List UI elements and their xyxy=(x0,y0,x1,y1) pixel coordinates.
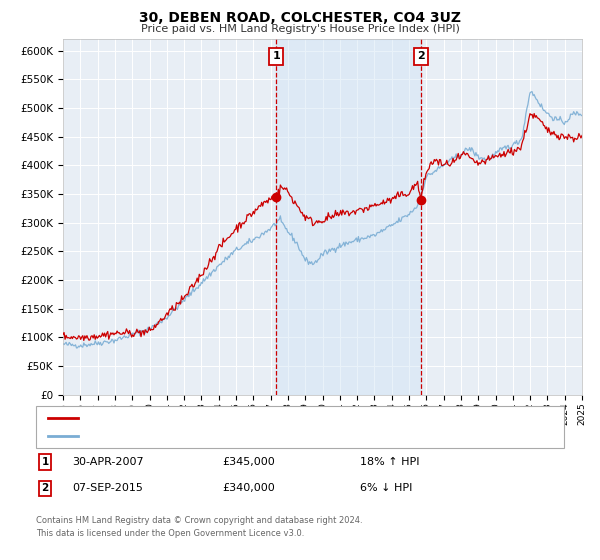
Text: 30-APR-2007: 30-APR-2007 xyxy=(72,457,143,467)
Text: Price paid vs. HM Land Registry's House Price Index (HPI): Price paid vs. HM Land Registry's House … xyxy=(140,24,460,34)
Text: 07-SEP-2015: 07-SEP-2015 xyxy=(72,483,143,493)
Text: This data is licensed under the Open Government Licence v3.0.: This data is licensed under the Open Gov… xyxy=(36,529,304,538)
Bar xyxy=(277,39,421,395)
Text: 2: 2 xyxy=(417,52,425,62)
Text: 1: 1 xyxy=(41,457,49,467)
Text: 30, DEBEN ROAD, COLCHESTER, CO4 3UZ (detached house): 30, DEBEN ROAD, COLCHESTER, CO4 3UZ (det… xyxy=(84,413,398,423)
Text: £345,000: £345,000 xyxy=(222,457,275,467)
Text: £340,000: £340,000 xyxy=(222,483,275,493)
Text: HPI: Average price, detached house, Colchester: HPI: Average price, detached house, Colc… xyxy=(84,431,333,441)
Text: 6% ↓ HPI: 6% ↓ HPI xyxy=(360,483,412,493)
Text: 18% ↑ HPI: 18% ↑ HPI xyxy=(360,457,419,467)
Text: 1: 1 xyxy=(272,52,280,62)
Text: 30, DEBEN ROAD, COLCHESTER, CO4 3UZ: 30, DEBEN ROAD, COLCHESTER, CO4 3UZ xyxy=(139,11,461,25)
Text: Contains HM Land Registry data © Crown copyright and database right 2024.: Contains HM Land Registry data © Crown c… xyxy=(36,516,362,525)
Text: 2: 2 xyxy=(41,483,49,493)
